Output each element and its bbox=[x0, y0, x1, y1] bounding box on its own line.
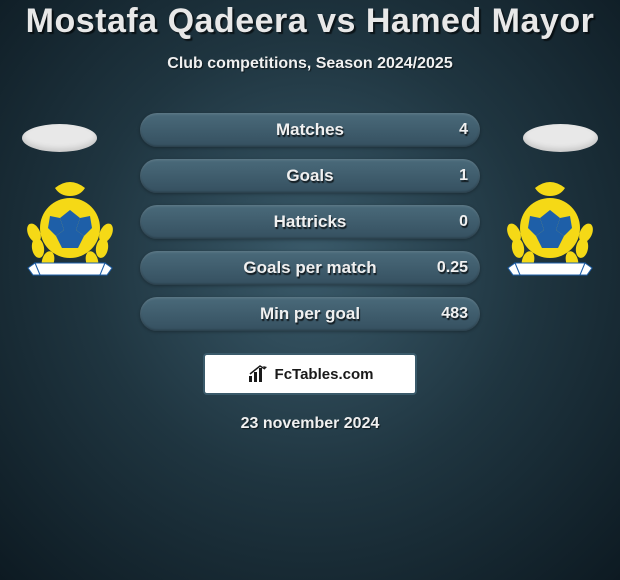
avatar-oval-right bbox=[523, 124, 598, 152]
stat-value-right: 1 bbox=[459, 167, 468, 185]
stat-value-right: 4 bbox=[459, 121, 468, 139]
stat-label: Goals per match bbox=[243, 258, 376, 278]
subtitle: Club competitions, Season 2024/2025 bbox=[0, 55, 620, 73]
bar-chart-icon bbox=[247, 364, 269, 384]
stats-list: Matches 4 Goals 1 Hattricks 0 Goals per … bbox=[140, 113, 480, 331]
footer-brand-box[interactable]: FcTables.com bbox=[203, 353, 417, 395]
page-title: Mostafa Qadeera vs Hamed Mayor bbox=[0, 2, 620, 41]
stat-label: Min per goal bbox=[260, 304, 360, 324]
footer-brand-text: FcTables.com bbox=[275, 366, 374, 383]
stat-value-right: 0 bbox=[459, 213, 468, 231]
avatar-oval-left bbox=[22, 124, 97, 152]
stat-row: Min per goal 483 bbox=[140, 297, 480, 331]
club-badge-right bbox=[500, 178, 600, 278]
stat-label: Matches bbox=[276, 120, 344, 140]
stat-row: Hattricks 0 bbox=[140, 205, 480, 239]
stat-row: Goals 1 bbox=[140, 159, 480, 193]
stat-row: Matches 4 bbox=[140, 113, 480, 147]
stat-label: Hattricks bbox=[274, 212, 347, 232]
content: Mostafa Qadeera vs Hamed Mayor Club comp… bbox=[0, 0, 620, 580]
stat-value-right: 483 bbox=[441, 305, 468, 323]
club-badge-left bbox=[20, 178, 120, 278]
stat-label: Goals bbox=[286, 166, 333, 186]
stat-value-right: 0.25 bbox=[437, 259, 468, 277]
stat-row: Goals per match 0.25 bbox=[140, 251, 480, 285]
date: 23 november 2024 bbox=[0, 415, 620, 433]
